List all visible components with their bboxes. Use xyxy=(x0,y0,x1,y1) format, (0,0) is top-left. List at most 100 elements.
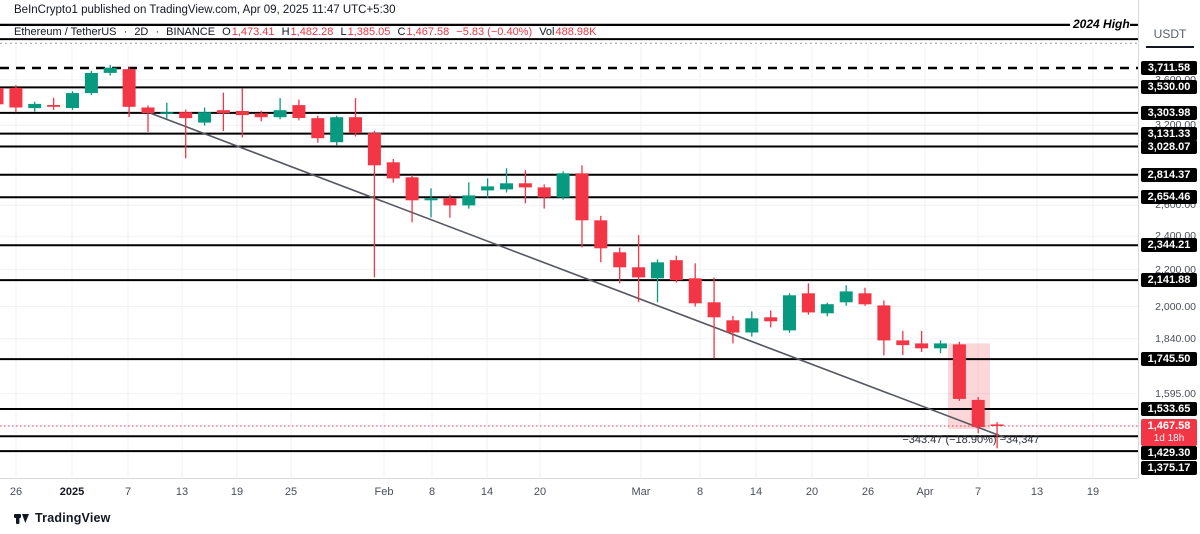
time-axis-label: Feb xyxy=(374,486,394,498)
candle-body xyxy=(915,343,929,349)
candle-body xyxy=(651,262,664,279)
candle-body xyxy=(896,340,910,346)
candle-body xyxy=(764,317,778,322)
candle-body xyxy=(216,110,230,114)
candle-body xyxy=(877,305,891,341)
candle-body xyxy=(858,293,872,305)
price-level-badge: 2,141.88 xyxy=(1141,273,1197,288)
exchange-name[interactable]: BINANCE xyxy=(166,26,216,38)
close-label: C xyxy=(397,26,406,38)
time-axis-panel[interactable]: 26 2025 7 13 19 25 Feb 8 14 20 Mar 8 14 20 26 Apr 7 13 19 xyxy=(0,478,1138,506)
time-axis-label: 19 xyxy=(230,486,244,498)
2024-high-annotation[interactable]: 2024 High xyxy=(1073,17,1130,31)
candle-body xyxy=(783,295,796,331)
low-label: L xyxy=(340,26,347,38)
time-axis-label: 7 xyxy=(124,486,132,498)
candle-body xyxy=(839,291,853,303)
time-axis-label: 14 xyxy=(749,486,763,498)
candle-body xyxy=(330,117,344,143)
legend-separator: · xyxy=(123,26,128,38)
candle-body xyxy=(801,293,815,313)
candle-body xyxy=(443,198,457,206)
candle-body xyxy=(990,424,1004,426)
price-level-badge: 2,654.46 xyxy=(1141,190,1197,205)
high-label: H xyxy=(281,26,290,38)
currency-toggle-usdt[interactable]: USDT xyxy=(1146,27,1194,48)
tradingview-logo[interactable]: TradingView xyxy=(14,511,111,525)
candle-body xyxy=(141,107,155,114)
candle-body xyxy=(122,69,136,107)
candle-body xyxy=(952,344,966,399)
candle-body xyxy=(556,173,570,198)
candle-body xyxy=(500,183,513,190)
time-axis-label: Mar xyxy=(631,486,651,498)
candle-body xyxy=(9,87,23,108)
low-value: 1,385.05 xyxy=(347,26,391,38)
candle-body xyxy=(311,118,325,139)
tradingview-logo-icon xyxy=(14,514,29,524)
candle-body xyxy=(726,320,740,333)
price-level-badge: 3,530.00 xyxy=(1141,80,1197,95)
attribution-text: BeInCrypto1 published on TradingView.com… xyxy=(14,4,396,16)
change-value: −5.83 (−0.40%) xyxy=(456,26,533,38)
price-range-measure-label[interactable]: −343.47 (−18.90%) −34,347 xyxy=(902,434,1040,446)
time-axis-label: 20 xyxy=(805,486,819,498)
candle-body xyxy=(462,195,476,206)
price-level-badge: 1,533.65 xyxy=(1141,402,1197,416)
candle-body xyxy=(575,173,589,221)
price-level-badge: 3,028.07 xyxy=(1141,139,1197,154)
candle-body xyxy=(688,278,702,304)
candle-body xyxy=(179,112,193,119)
candle-body xyxy=(632,267,646,278)
candle-body xyxy=(66,93,79,108)
tradingview-logo-text: TradingView xyxy=(35,511,111,525)
price-level-badge: 3,303.98 xyxy=(1141,105,1197,120)
candle-body xyxy=(0,87,4,105)
time-axis-label: 13 xyxy=(1030,486,1044,498)
price-axis-label: 1,840.00 xyxy=(1155,332,1196,345)
time-axis-label: 8 xyxy=(428,486,436,498)
time-axis-label: 26 xyxy=(861,486,875,498)
legend-separator: · xyxy=(155,26,160,38)
time-axis-label: 13 xyxy=(175,486,189,498)
price-axis-panel[interactable]: USDT 3,600.003,200.002,600.002,400.002,2… xyxy=(1138,0,1200,478)
descending-trendline[interactable] xyxy=(149,112,1007,439)
candle-body xyxy=(160,112,174,114)
bar-countdown: 1d 18h xyxy=(1153,432,1185,444)
price-level-badge: 3,711.58 xyxy=(1141,61,1197,75)
price-level-badge: 2,344.21 xyxy=(1141,238,1197,253)
time-axis-label: Apr xyxy=(916,486,934,498)
time-axis-label: 19 xyxy=(1086,486,1100,498)
candle-body xyxy=(820,304,834,314)
time-axis-label: 26 xyxy=(9,486,23,498)
price-level-badge: 1,429.30 xyxy=(1141,445,1197,460)
interval-value[interactable]: 2D xyxy=(134,26,149,38)
high-value: 1,482.28 xyxy=(290,26,334,38)
candle-body xyxy=(669,260,683,281)
price-level-badge: 3,131.33 xyxy=(1141,126,1197,141)
price-axis-label: 1,595.00 xyxy=(1155,387,1196,400)
candle-body xyxy=(386,162,400,179)
candle-body xyxy=(198,112,212,123)
candle-body xyxy=(405,177,419,201)
candle-body xyxy=(28,103,42,109)
time-axis-label: 25 xyxy=(284,486,298,498)
price-level-badge: 1,745.50 xyxy=(1141,352,1197,367)
candle-body xyxy=(481,186,495,191)
candle-body xyxy=(235,111,249,116)
candlestick-chart-canvas[interactable] xyxy=(0,0,1138,478)
candle-body xyxy=(84,73,98,94)
candle-body xyxy=(707,302,721,318)
open-value: 1,473.41 xyxy=(231,26,275,38)
time-axis-label: 20 xyxy=(533,486,547,498)
volume-label: Vol xyxy=(539,26,555,38)
volume-value: 488.98K xyxy=(555,26,597,38)
time-axis-label: 8 xyxy=(696,486,704,498)
symbol-name[interactable]: Ethereum / TetherUS xyxy=(14,26,117,38)
symbol-legend[interactable]: Ethereum / TetherUS · 2D · BINANCE O1,47… xyxy=(14,26,600,38)
candle-body xyxy=(273,110,287,118)
candle-body xyxy=(594,220,608,249)
close-value: 1,467.58 xyxy=(406,26,450,38)
candle-body xyxy=(254,113,268,118)
candle-body xyxy=(349,117,362,134)
